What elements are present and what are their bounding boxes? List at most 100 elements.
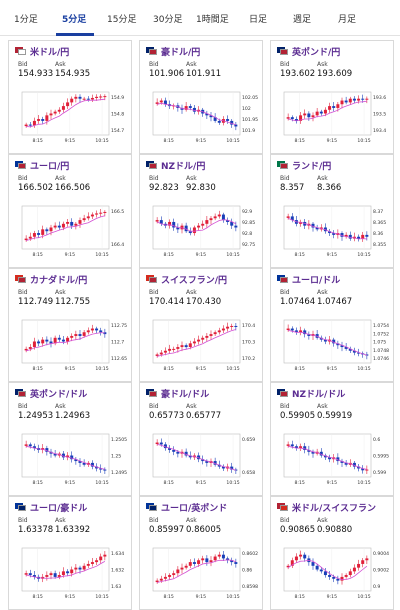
candle-body (86, 98, 90, 100)
currency-card[interactable]: ユーロ/ドル Bid Ask 1.07464 1.07467 1.0754 1.0752 1.… (270, 268, 394, 382)
candlestick-chart[interactable]: 1.634 1.632 1.63 8:15 9:15 10:15 (14, 545, 128, 605)
x-tick-label: 8:15 (294, 138, 304, 144)
candle-body (197, 339, 201, 342)
x-tick-label: 8:15 (32, 366, 42, 372)
candle-body (311, 451, 315, 454)
ask-label: Ask (55, 175, 66, 182)
x-tick-label: 9:15 (65, 594, 75, 600)
candle-body (172, 221, 176, 228)
candle-body (176, 227, 180, 230)
x-tick-label: 9:15 (327, 366, 337, 372)
candlestick-chart[interactable]: 112.75 112.7 112.65 8:15 9:15 10:15 (14, 317, 128, 377)
candlestick-chart[interactable]: 170.4 170.3 170.2 8:15 9:15 10:15 (145, 317, 259, 377)
currency-card[interactable]: ユーロ/英ポンド Bid Ask 0.85997 0.86005 0.8602 0.86 0.… (139, 496, 263, 610)
tab-1min[interactable]: 1分足 (14, 15, 38, 25)
tab-1hour[interactable]: 1時間足 (196, 15, 229, 25)
currency-card[interactable]: 米ドル/スイスフラン Bid Ask 0.90865 0.90880 0.9004 0.90… (270, 496, 394, 610)
candle-body (307, 334, 311, 336)
currency-card[interactable]: 英ポンド/円 Bid Ask 193.602 193.609 193.6 193.5 193.… (270, 40, 394, 154)
tab-15min[interactable]: 15分足 (107, 15, 137, 25)
card-header: ユーロ/円 (15, 160, 69, 172)
candle-body (53, 225, 57, 228)
candle-body (286, 328, 290, 331)
candle-body (234, 325, 238, 327)
currency-card[interactable]: 米ドル/円 Bid Ask 154.933 154.935 154.9 154.8 154.7… (8, 40, 132, 154)
tab-5min[interactable]: 5分足 (62, 15, 87, 25)
currency-card[interactable]: ユーロ/円 Bid Ask 166.502 166.506 166.5 166.4 8:15 9… (8, 154, 132, 268)
tab-monthly[interactable]: 月足 (338, 15, 357, 25)
candlestick-chart[interactable]: 0.9004 0.9002 0.9 8:15 9:15 10:15 (276, 545, 390, 605)
candle-body (90, 328, 94, 331)
ask-value: 101.911 (186, 69, 222, 79)
candlestick-chart[interactable]: 193.6 193.5 193.4 8:15 9:15 10:15 (276, 89, 390, 149)
currency-card[interactable]: 豪ドル/円 Bid Ask 101.906 101.911 102.05 102 101.95… (139, 40, 263, 154)
candle-body (82, 462, 86, 465)
candlestick-chart[interactable]: 0.8602 0.86 0.8598 8:15 9:15 10:15 (145, 545, 259, 605)
candlestick-chart[interactable]: 102.05 102 101.95 101.9 8:15 9:15 10:15 (145, 89, 259, 149)
currency-card[interactable]: カナダドル/円 Bid Ask 112.749 112.755 112.75 112.7 11… (8, 268, 132, 382)
candlestick-chart[interactable]: 166.5 166.4 8:15 9:15 10:15 (14, 203, 128, 263)
plot-frame (283, 91, 372, 136)
x-tick-label: 9:15 (65, 252, 75, 258)
candle-body (303, 330, 307, 335)
card-header: NZドル/円 (146, 160, 205, 172)
candle-body (303, 113, 307, 116)
bid-label: Bid (149, 289, 159, 296)
currency-card[interactable]: ユーロ/豪ドル Bid Ask 1.63378 1.63392 1.634 1.632 1.6… (8, 496, 132, 610)
candle-body (286, 444, 290, 446)
currency-card[interactable]: 英ポンド/ドル Bid Ask 1.24953 1.24963 1.2505 1.25 1.2… (8, 382, 132, 496)
bid-label: Bid (280, 175, 290, 182)
candlestick-chart[interactable]: 154.9 154.8 154.7 8:15 9:15 10:15 (14, 89, 128, 149)
candlestick-chart[interactable]: 1.2505 1.25 1.2495 8:15 9:15 10:15 (14, 431, 128, 491)
moving-average-line (288, 330, 368, 356)
ask-label: Ask (55, 403, 66, 410)
candle-body (32, 575, 36, 577)
candle-body (201, 459, 205, 462)
quote-flag (18, 49, 26, 55)
candle-body (209, 115, 213, 118)
candle-body (74, 334, 78, 336)
y-tick-label: 1.634 (111, 551, 124, 557)
candlestick-chart[interactable]: 1.0754 1.0752 1.075 1.0748 1.0746 8:15 9:15 10:… (276, 317, 390, 377)
plot-frame (152, 547, 241, 592)
candle-body (226, 220, 230, 222)
candlestick-chart[interactable]: 92.9 92.85 92.8 92.75 8:15 9:15 10:15 (145, 203, 259, 263)
tab-30min[interactable]: 30分足 (153, 15, 183, 25)
candle-body (344, 234, 348, 237)
candle-body (159, 100, 163, 103)
currency-card[interactable]: ランド/円 Bid Ask 8.357 8.366 8.37 8.365 8.36 8.355 8… (270, 154, 394, 268)
candle-body (90, 97, 94, 100)
tab-weekly[interactable]: 週足 (293, 15, 312, 25)
ask-label: Ask (55, 289, 66, 296)
candle-body (319, 569, 323, 572)
x-tick-label: 8:15 (294, 480, 304, 486)
card-header: ランド/円 (277, 160, 331, 172)
candle-body (328, 231, 332, 234)
candle-body (45, 448, 49, 452)
candle-body (336, 104, 340, 108)
bid-label: Bid (280, 403, 290, 410)
currency-card[interactable]: 豪ドル/ドル Bid Ask 0.65773 0.65777 0.659 0.658 8:15… (139, 382, 263, 496)
plot-frame (152, 319, 241, 364)
bid-label: Bid (149, 517, 159, 524)
candle-body (86, 563, 90, 566)
flag-icon (15, 275, 26, 283)
candlestick-chart[interactable]: 0.659 0.658 8:15 9:15 10:15 (145, 431, 259, 491)
y-tick-label: 92.9 (242, 209, 252, 215)
bid-value: 0.65773 (149, 411, 185, 421)
x-tick-label: 8:15 (294, 366, 304, 372)
candle-body (294, 119, 298, 121)
currency-card[interactable]: NZドル/円 Bid Ask 92.823 92.830 92.9 92.85 92.8 92.… (139, 154, 263, 268)
candle-body (294, 556, 298, 561)
candle-body (365, 469, 369, 471)
candle-body (205, 461, 209, 463)
bid-label: Bid (149, 175, 159, 182)
candle-body (74, 567, 78, 570)
currency-card[interactable]: スイスフラン/円 Bid Ask 170.414 170.430 170.4 170.3 17… (139, 268, 263, 382)
tab-daily[interactable]: 日足 (249, 15, 268, 25)
candlestick-chart[interactable]: 0.6 0.5995 0.599 8:15 9:15 10:15 (276, 431, 390, 491)
candle-body (41, 119, 45, 121)
candle-body (299, 115, 303, 121)
candlestick-chart[interactable]: 8.37 8.365 8.36 8.355 8:15 9:15 10:15 (276, 203, 390, 263)
currency-card[interactable]: NZドル/ドル Bid Ask 0.59905 0.59919 0.6 0.5995 0.59… (270, 382, 394, 496)
